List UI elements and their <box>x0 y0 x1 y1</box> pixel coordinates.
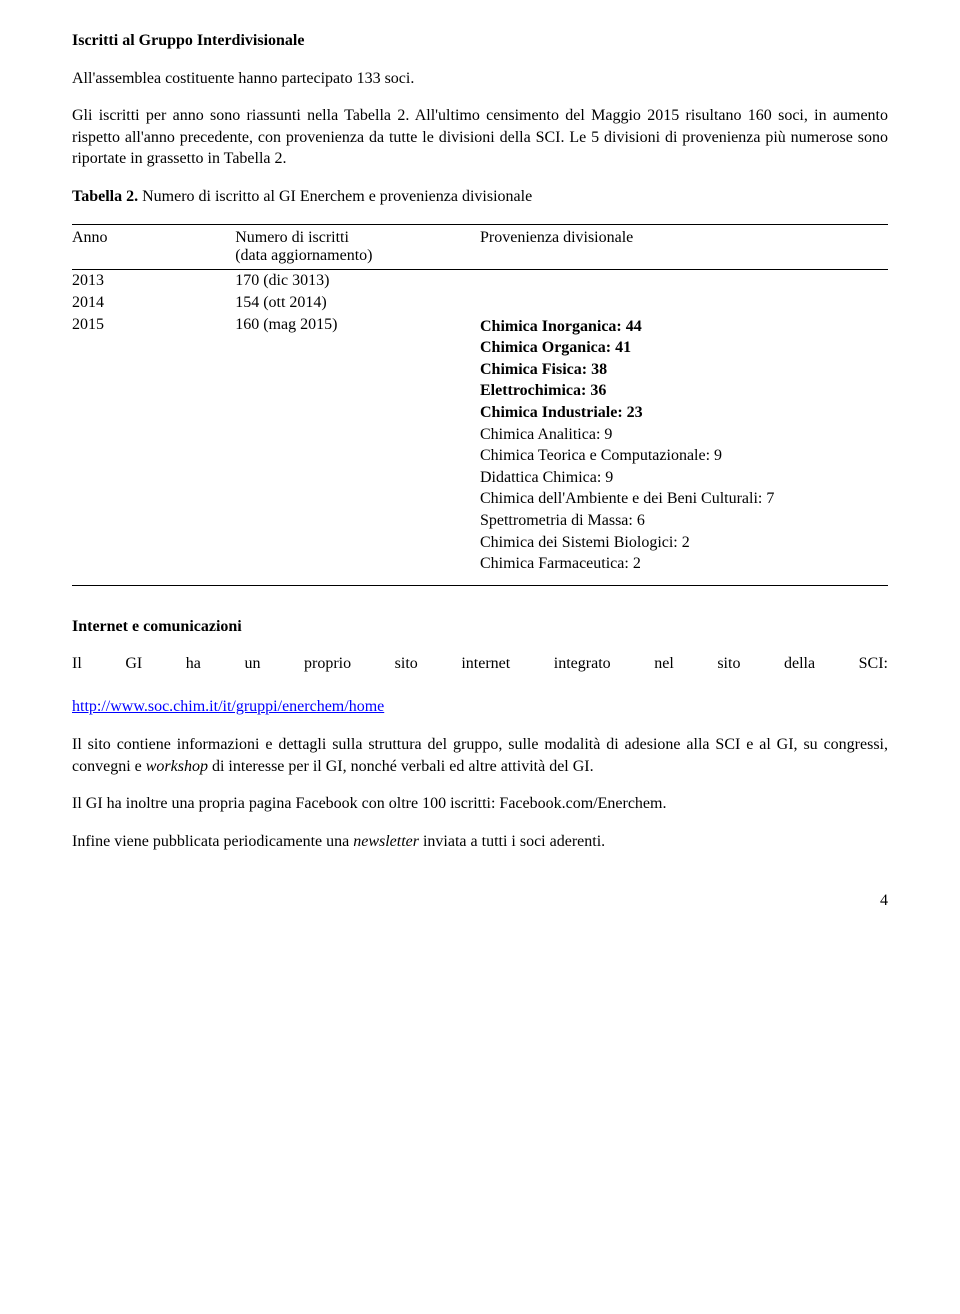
paragraph-6a: Infine viene pubblicata periodicamente u… <box>72 833 353 850</box>
col-header-provenienza: Provenienza divisionale <box>480 224 888 269</box>
paragraph-6b: inviata a tutti i soci aderenti. <box>419 833 605 850</box>
cell-numero: 170 (dic 3013) <box>235 269 480 292</box>
col-header-anno: Anno <box>72 224 235 269</box>
table-2: Anno Numero di iscritti (data aggiorname… <box>72 224 888 586</box>
paragraph-6: Infine viene pubblicata periodicamente u… <box>72 831 888 853</box>
provenienza-item: Didattica Chimica: 9 <box>480 467 880 489</box>
provenienza-item: Chimica dell'Ambiente e dei Beni Cultura… <box>480 488 880 510</box>
paragraph-4b: di interesse per il GI, nonché verbali e… <box>208 758 594 775</box>
table-row: 2015160 (mag 2015)Chimica Inorganica: 44… <box>72 314 888 586</box>
cell-provenienza <box>480 269 888 292</box>
page-number: 4 <box>72 892 888 910</box>
table2-caption-text: Numero di iscritto al GI Enerchem e prov… <box>138 188 532 205</box>
cell-anno: 2013 <box>72 269 235 292</box>
cell-anno: 2014 <box>72 292 235 314</box>
table-header-row: Anno Numero di iscritti (data aggiorname… <box>72 224 888 269</box>
provenienza-item: Chimica Inorganica: 44 <box>480 316 880 338</box>
paragraph-4: Il sito contiene informazioni e dettagli… <box>72 734 888 777</box>
provenienza-item: Chimica Organica: 41 <box>480 337 880 359</box>
table-row: 2014154 (ott 2014) <box>72 292 888 314</box>
table2-caption-label: Tabella 2. <box>72 188 138 205</box>
paragraph-2: Gli iscritti per anno sono riassunti nel… <box>72 105 888 170</box>
paragraph-5: Il GI ha inoltre una propria pagina Face… <box>72 793 888 815</box>
table2-caption: Tabella 2. Numero di iscritto al GI Ener… <box>72 186 888 208</box>
provenienza-item: Chimica Teorica e Computazionale: 9 <box>480 445 880 467</box>
provenienza-item: Chimica Fisica: 38 <box>480 359 880 381</box>
table-row: 2013170 (dic 3013) <box>72 269 888 292</box>
provenienza-item: Chimica Farmaceutica: 2 <box>480 553 880 575</box>
provenienza-item: Elettrochimica: 36 <box>480 380 880 402</box>
heading-iscritti: Iscritti al Gruppo Interdivisionale <box>72 30 888 52</box>
paragraph-3: Il GI ha un proprio sito internet integr… <box>72 653 888 718</box>
col-header-numero: Numero di iscritti (data aggiornamento) <box>235 224 480 269</box>
cell-numero: 160 (mag 2015) <box>235 314 480 586</box>
cell-numero: 154 (ott 2014) <box>235 292 480 314</box>
provenienza-item: Chimica dei Sistemi Biologici: 2 <box>480 532 880 554</box>
col-header-numero-line1: Numero di iscritti <box>235 229 472 247</box>
paragraph-1: All'assemblea costituente hanno partecip… <box>72 68 888 90</box>
paragraph-4-italic: workshop <box>146 758 208 775</box>
provenienza-item: Spettrometria di Massa: 6 <box>480 510 880 532</box>
page: Iscritti al Gruppo Interdivisionale All'… <box>0 0 960 950</box>
provenienza-item: Chimica Analitica: 9 <box>480 424 880 446</box>
link-site[interactable]: http://www.soc.chim.it/it/gruppi/enerche… <box>72 698 384 715</box>
paragraph-6-italic: newsletter <box>353 833 419 850</box>
provenienza-item: Chimica Industriale: 23 <box>480 402 880 424</box>
cell-provenienza <box>480 292 888 314</box>
col-header-numero-line2: (data aggiornamento) <box>235 247 472 265</box>
paragraph-3-pre: Il GI ha un proprio sito internet integr… <box>72 653 888 696</box>
cell-anno: 2015 <box>72 314 235 586</box>
heading-internet: Internet e comunicazioni <box>72 616 888 638</box>
cell-provenienza: Chimica Inorganica: 44Chimica Organica: … <box>480 314 888 586</box>
